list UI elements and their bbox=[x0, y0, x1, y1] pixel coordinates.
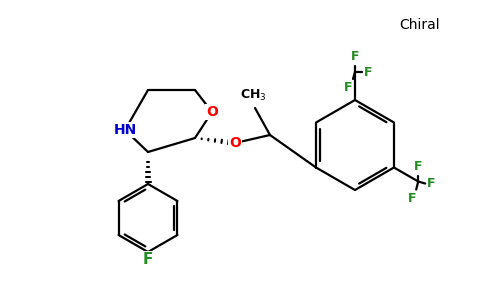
Text: Chiral: Chiral bbox=[400, 18, 440, 32]
Text: O: O bbox=[229, 136, 241, 150]
Text: F: F bbox=[414, 160, 423, 172]
Text: O: O bbox=[206, 105, 218, 119]
Text: F: F bbox=[351, 50, 359, 63]
Text: F: F bbox=[143, 253, 153, 268]
Text: F: F bbox=[364, 65, 373, 79]
Text: F: F bbox=[427, 177, 436, 190]
Text: HN: HN bbox=[113, 123, 136, 137]
Text: CH$_3$: CH$_3$ bbox=[240, 88, 266, 103]
Text: F: F bbox=[408, 191, 416, 205]
Text: F: F bbox=[344, 81, 352, 94]
